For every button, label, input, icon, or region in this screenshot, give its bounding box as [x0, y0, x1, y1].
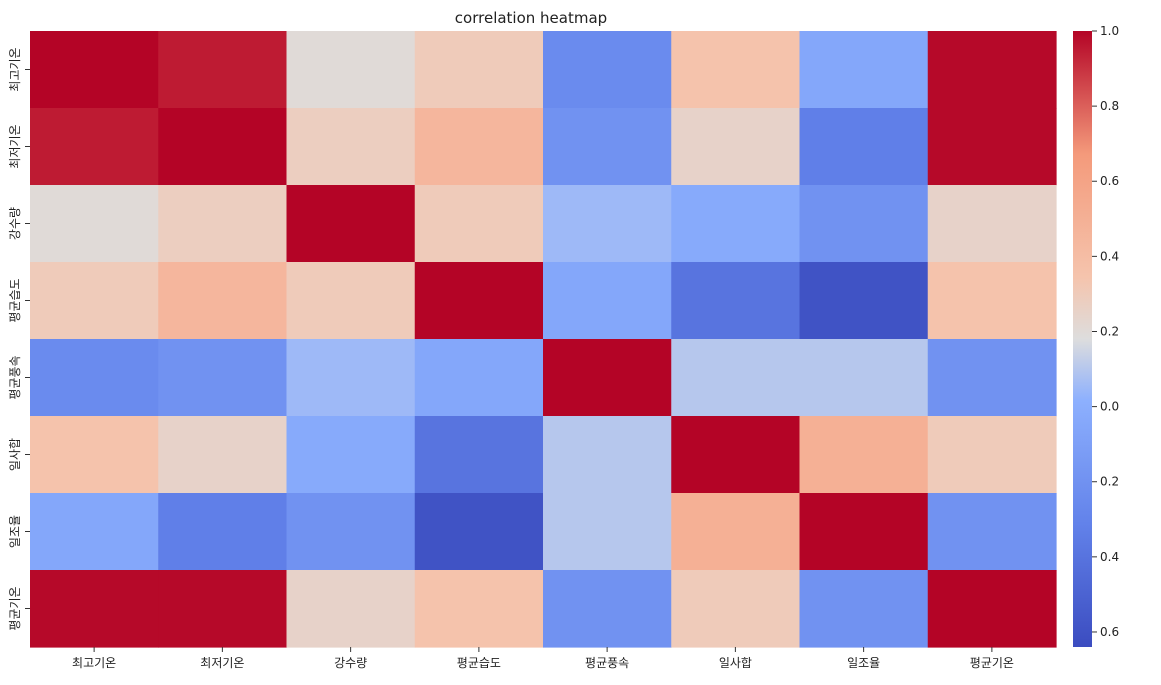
heatmap-cell: [799, 108, 929, 186]
heatmap-cell: [30, 339, 159, 417]
heatmap-cell: [799, 339, 929, 417]
heatmap-cell: [414, 339, 544, 417]
heatmap-cell: [543, 262, 672, 340]
heatmap-cell: [158, 570, 288, 648]
heatmap-cell: [286, 493, 416, 571]
heatmap-cell: [30, 108, 159, 186]
y-tick-label: 강수량: [8, 207, 22, 240]
chart-title: correlation heatmap: [455, 9, 607, 27]
colorbar-tick-label: 0.8: [1100, 99, 1119, 113]
heatmap-cell: [799, 416, 929, 494]
heatmap-cell: [30, 31, 159, 109]
x-tick-label: 강수량: [334, 656, 367, 670]
y-tick-label: 일사합: [8, 438, 22, 471]
y-tick-label: 일조율: [8, 515, 22, 548]
heatmap-cell: [927, 31, 1057, 109]
heatmap-cell: [927, 262, 1057, 340]
heatmap-cell: [414, 262, 544, 340]
x-tick-label: 일조율: [847, 656, 880, 670]
colorbar-tick-label: 0.2: [1100, 475, 1119, 489]
heatmap-cells: [30, 31, 1057, 648]
heatmap-cell: [927, 416, 1057, 494]
y-tick-label: 최저기온: [8, 124, 22, 168]
heatmap-cell: [927, 493, 1057, 571]
heatmap-cell: [543, 339, 672, 417]
x-tick-label: 최저기온: [200, 656, 244, 670]
heatmap-cell: [414, 185, 544, 263]
heatmap-cell: [799, 493, 929, 571]
heatmap-cell: [927, 339, 1057, 417]
heatmap-cell: [543, 416, 672, 494]
heatmap-cell: [671, 570, 801, 648]
heatmap-cell: [286, 108, 416, 186]
heatmap-cell: [543, 493, 672, 571]
colorbar-tick-label: 0.6: [1100, 174, 1119, 188]
heatmap-cell: [799, 570, 929, 648]
y-tick-label: 평균습도: [8, 278, 22, 322]
heatmap-cell: [30, 262, 159, 340]
colorbar-tick-label: 0.0: [1100, 400, 1119, 414]
colorbar: [1073, 31, 1092, 647]
heatmap-cell: [543, 570, 672, 648]
x-tick-label: 평균습도: [457, 656, 501, 670]
heatmap-cell: [286, 416, 416, 494]
colorbar-tick-label: 1.0: [1100, 24, 1119, 38]
heatmap-cell: [30, 493, 159, 571]
x-tick-label: 최고기온: [72, 656, 116, 670]
heatmap-cell: [286, 570, 416, 648]
heatmap-cell: [414, 108, 544, 186]
heatmap-cell: [286, 262, 416, 340]
x-axis-labels: 최고기온 최저기온 강수량 평균습도 평균풍속 일사합 일조율 평균기온: [72, 647, 1014, 670]
heatmap-cell: [414, 31, 544, 109]
heatmap-cell: [799, 262, 929, 340]
heatmap-cell: [543, 31, 672, 109]
heatmap-cell: [158, 339, 288, 417]
heatmap-cell: [414, 570, 544, 648]
x-tick-label: 평균풍속: [585, 656, 629, 670]
heatmap-cell: [927, 108, 1057, 186]
y-tick-label: 평균풍속: [8, 355, 22, 399]
heatmap-cell: [671, 416, 801, 494]
heatmap-cell: [30, 185, 159, 263]
heatmap-cell: [799, 31, 929, 109]
colorbar-tick-label: 0.4: [1100, 249, 1119, 263]
heatmap-cell: [543, 185, 672, 263]
x-tick-label: 일사합: [719, 656, 752, 670]
heatmap-cell: [30, 570, 159, 648]
heatmap-cell: [158, 108, 288, 186]
heatmap-cell: [671, 262, 801, 340]
colorbar-tick-label: 0.2: [1100, 324, 1119, 338]
heatmap-cell: [414, 416, 544, 494]
heatmap-cell: [671, 339, 801, 417]
heatmap-cell: [671, 108, 801, 186]
heatmap-cell: [158, 31, 288, 109]
colorbar-ticks: 1.0 0.8 0.6 0.4 0.2 0.0 0.2 0.4 0.6: [1092, 24, 1119, 639]
colorbar-tick-label: 0.4: [1100, 550, 1119, 564]
y-tick-label: 최고기온: [8, 47, 22, 91]
heatmap-cell: [927, 570, 1057, 648]
heatmap-cell: [671, 493, 801, 571]
heatmap-cell: [799, 185, 929, 263]
heatmap-cell: [286, 31, 416, 109]
x-tick-label: 평균기온: [970, 656, 1014, 670]
heatmap-cell: [671, 185, 801, 263]
heatmap-cell: [543, 108, 672, 186]
heatmap-cell: [671, 31, 801, 109]
y-tick-label: 평균기온: [8, 586, 22, 630]
heatmap-cell: [286, 339, 416, 417]
heatmap-cell: [158, 262, 288, 340]
heatmap-cell: [414, 493, 544, 571]
heatmap-cell: [158, 416, 288, 494]
heatmap-cell: [927, 185, 1057, 263]
colorbar-tick-label: 0.6: [1100, 625, 1119, 639]
heatmap-cell: [158, 185, 288, 263]
heatmap-cell: [158, 493, 288, 571]
heatmap-cell: [30, 416, 159, 494]
heatmap-cell: [286, 185, 416, 263]
